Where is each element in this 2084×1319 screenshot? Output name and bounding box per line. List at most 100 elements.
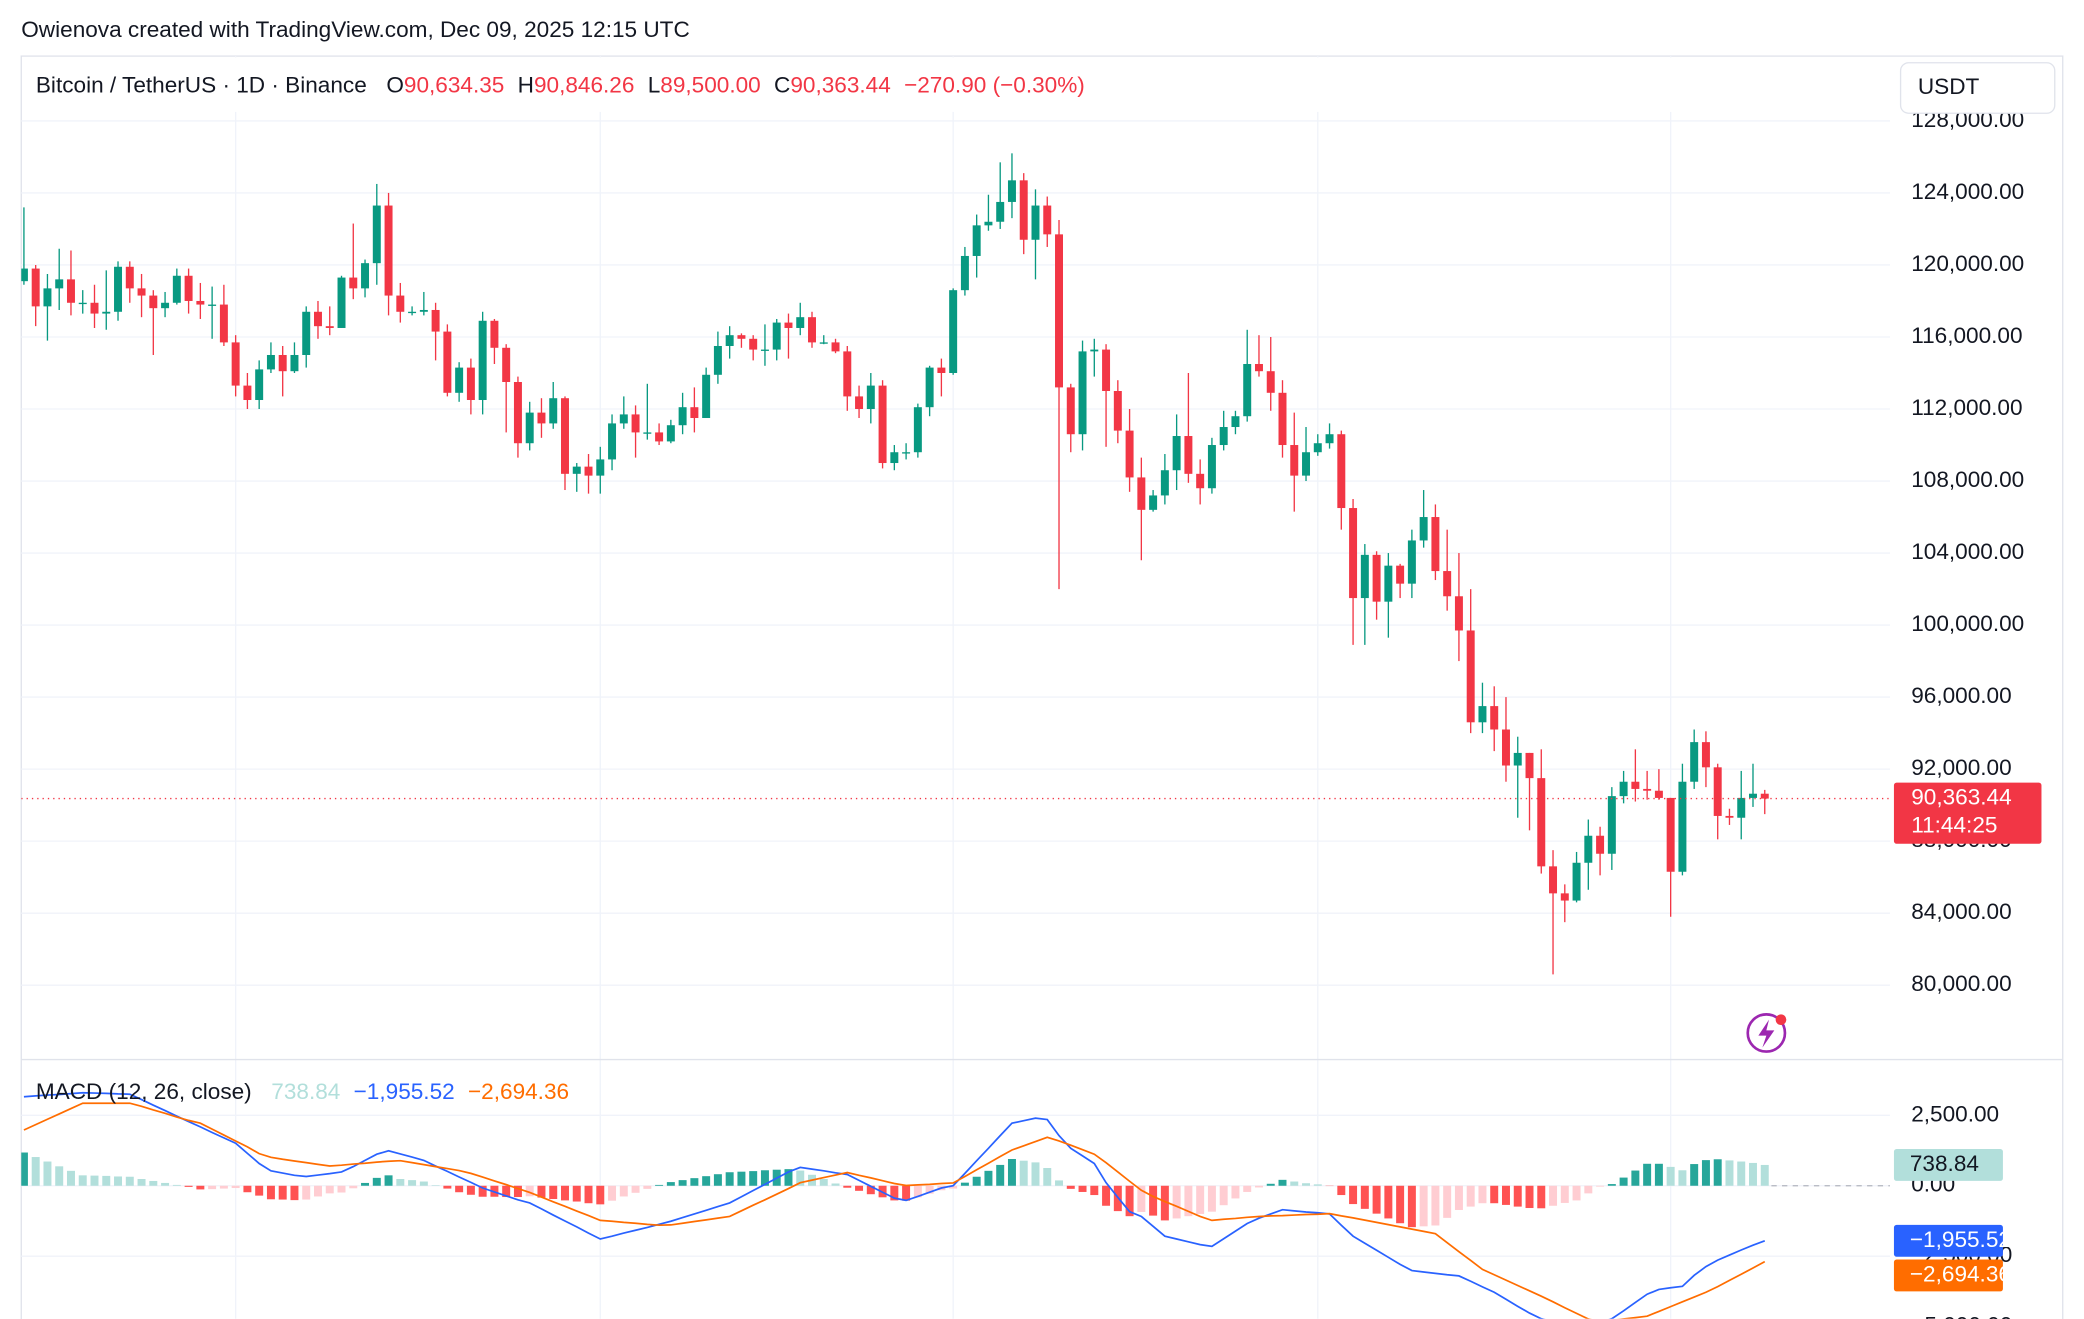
candle-body (960, 255, 969, 291)
candle-body (137, 288, 146, 296)
lightning-icon[interactable] (1746, 1013, 1787, 1053)
candle-body (290, 354, 299, 372)
histogram-bar (678, 1180, 687, 1186)
candle-body (666, 425, 675, 442)
histogram-bar (760, 1170, 769, 1186)
histogram-bar (78, 1175, 87, 1186)
histogram-bar (960, 1182, 969, 1186)
macd-legend: MACD (12, 26, close) 738.84 −1,955.52 −2,6… (36, 1079, 569, 1104)
histogram-bar (1407, 1185, 1416, 1228)
histogram-bar (1690, 1164, 1699, 1186)
histogram-bar (1149, 1185, 1158, 1216)
histogram-bar (1596, 1185, 1605, 1187)
candle-body (1431, 517, 1440, 572)
candle-body (231, 342, 240, 386)
candle-body (808, 317, 816, 343)
candle-body (1560, 893, 1569, 901)
histogram-bar (1066, 1185, 1075, 1189)
signal-line (23, 1102, 1766, 1319)
histogram-bar (1125, 1185, 1134, 1217)
candle-body (1466, 630, 1475, 723)
histogram-bar (1349, 1185, 1358, 1205)
candle-body (196, 300, 205, 305)
histogram-bar (537, 1185, 546, 1198)
histogram-bar (902, 1185, 911, 1201)
histogram-bar (408, 1180, 417, 1186)
histogram-bar (1737, 1161, 1746, 1186)
candle-body (313, 311, 322, 327)
histogram-bar (349, 1185, 358, 1189)
candle-body (455, 367, 464, 393)
histogram-bar (619, 1185, 628, 1197)
histogram-bar (1396, 1185, 1405, 1224)
candle-body (1501, 729, 1510, 766)
candle-body (1055, 234, 1063, 388)
histogram-bar (313, 1185, 322, 1197)
macd-value: −1,955.52 (354, 1079, 455, 1104)
candle-body (1737, 797, 1746, 818)
candle-body (1631, 781, 1640, 789)
candle-body (1713, 767, 1722, 816)
candle-body (1607, 796, 1616, 854)
histogram-bar (1584, 1185, 1593, 1194)
histogram-bar (290, 1185, 299, 1201)
histogram-bar (890, 1185, 899, 1201)
candle-body (1384, 565, 1393, 602)
candle-body (878, 385, 887, 464)
candle-body (443, 331, 452, 393)
y-tick-label: −5,000.00 (1911, 1313, 2012, 1319)
histogram-bar (21, 1152, 28, 1186)
histogram-bar (1266, 1183, 1275, 1186)
candle-body (866, 385, 875, 410)
candle-body (208, 304, 217, 306)
macd-value-label: −1,955.52 (1910, 1227, 2011, 1252)
candle-body (1725, 815, 1734, 818)
candle-body (890, 452, 899, 464)
histogram-bar (1525, 1185, 1534, 1209)
candle-body (78, 302, 87, 305)
candle-body (1349, 508, 1358, 599)
grid-layer (21, 56, 1890, 1319)
candle-body (937, 367, 946, 373)
histogram-bar (1701, 1160, 1710, 1186)
histogram-bar (1501, 1185, 1510, 1205)
histogram-bar (1760, 1164, 1769, 1186)
histogram-bar (172, 1184, 181, 1186)
histogram-bar (1019, 1160, 1028, 1186)
macd-value-label: −2,694.36 (1910, 1261, 2011, 1286)
histogram-bar (572, 1185, 581, 1202)
histogram-bar (337, 1185, 346, 1193)
candle-body (125, 266, 134, 289)
candle-body (996, 201, 1005, 222)
histogram-bar (255, 1185, 264, 1196)
histogram-bar (1290, 1181, 1299, 1186)
candle-body (949, 290, 958, 373)
candle-body (478, 320, 487, 401)
currency[interactable]: USDT (1918, 74, 1980, 99)
last-price-box (1893, 782, 2042, 844)
frame (20, 55, 2064, 1319)
candle-body (1654, 790, 1663, 798)
histogram-bar (996, 1164, 1005, 1186)
currency-button[interactable] (1899, 62, 2056, 114)
candle-body (1701, 742, 1710, 768)
ohlc-key: C (774, 73, 790, 98)
y-tick-label: 84,000.00 (1911, 899, 2011, 924)
histogram-bar (913, 1185, 922, 1198)
ohlc-key: H (518, 73, 534, 98)
candle-body (1490, 706, 1499, 730)
candle-body (1596, 835, 1605, 854)
candle-body (655, 432, 664, 442)
candle-body (737, 335, 746, 339)
candle-body (1290, 445, 1299, 476)
candle-body (1066, 387, 1075, 435)
histogram-bar (396, 1178, 405, 1186)
countdown: 11:44:25 (1911, 812, 1997, 837)
candle-body (184, 275, 193, 301)
candle-body (490, 320, 499, 348)
candle-body (1525, 752, 1534, 779)
candle-body (1184, 436, 1193, 474)
candle-body (1584, 835, 1593, 863)
histogram-bar (1243, 1185, 1252, 1192)
